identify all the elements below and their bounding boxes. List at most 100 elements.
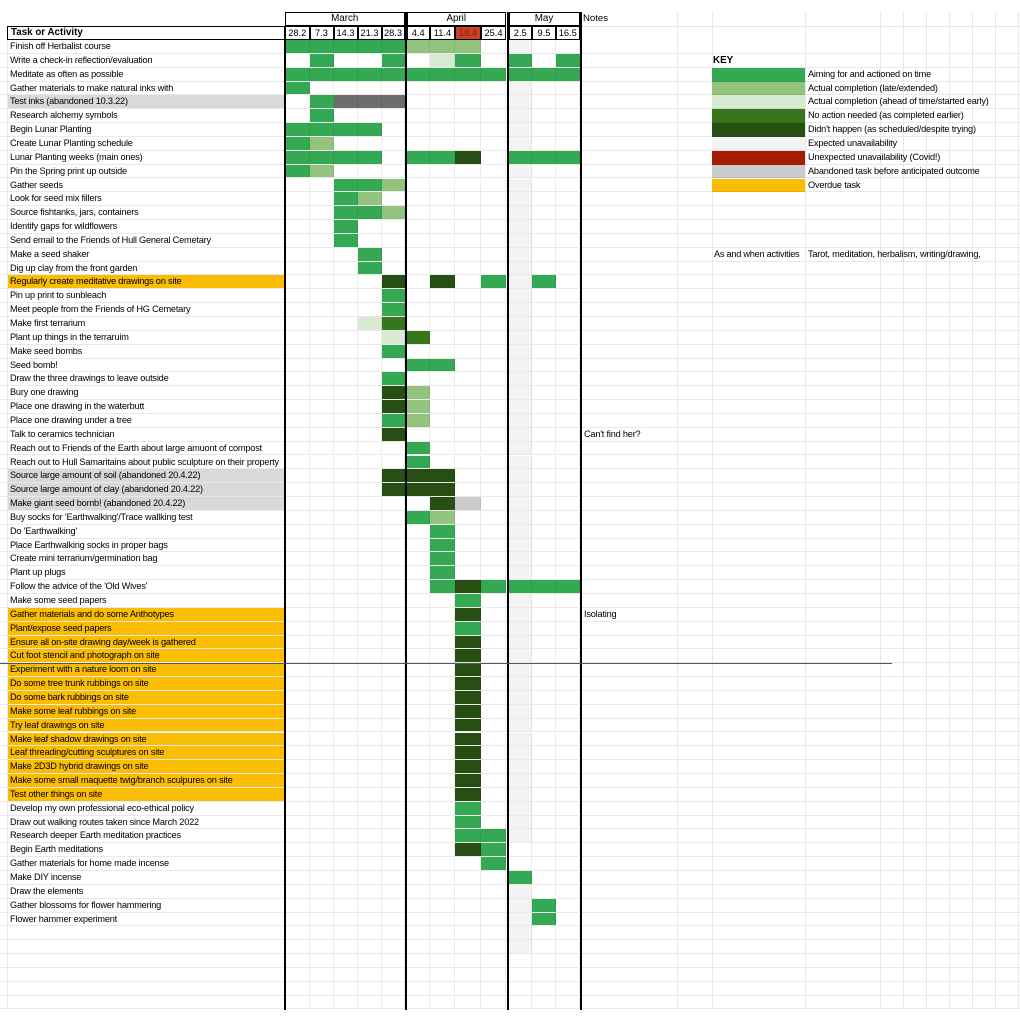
cell-7.3[interactable]	[310, 497, 334, 510]
cell-4.4[interactable]	[406, 469, 430, 483]
cell-2.5[interactable]	[509, 954, 532, 967]
cell-25.4[interactable]	[481, 303, 506, 316]
cell-4.4[interactable]	[407, 954, 430, 967]
cell-18.4[interactable]	[455, 760, 481, 774]
cell-28.2[interactable]	[285, 746, 310, 760]
cell-21.3[interactable]	[358, 524, 382, 538]
cell-16.5[interactable]	[556, 760, 580, 774]
cell-9.5[interactable]	[532, 413, 556, 427]
cell-2.5[interactable]	[509, 995, 532, 1009]
cell-21.3[interactable]	[358, 898, 382, 912]
cell-4.4[interactable]	[407, 192, 430, 206]
cell-14.3[interactable]	[334, 760, 358, 774]
cell-11.4[interactable]	[430, 344, 455, 358]
task-label[interactable]: Source large amount of clay (abandoned 2…	[7, 483, 284, 497]
cell-21.3[interactable]	[358, 607, 382, 621]
cell-18.4[interactable]	[455, 774, 481, 787]
cell-28.3[interactable]	[381, 178, 405, 192]
cell-7.3[interactable]	[310, 220, 334, 233]
cell-7.3[interactable]	[310, 510, 334, 524]
cell-28.2[interactable]	[285, 580, 310, 593]
cell-4.4[interactable]	[407, 732, 430, 746]
cell-18.4[interactable]	[455, 95, 481, 109]
cell-16.5[interactable]	[556, 718, 580, 732]
cell-9.5[interactable]	[532, 261, 556, 275]
cell-9.5[interactable]	[532, 704, 556, 718]
cell-11.4[interactable]	[430, 940, 455, 954]
cell-28.3[interactable]	[382, 247, 405, 261]
cell-18.4[interactable]	[455, 386, 481, 400]
cell-25.4[interactable]	[481, 178, 506, 192]
cell-18.4[interactable]	[455, 150, 481, 164]
task-label[interactable]: Dig up clay from the front garden	[10, 262, 138, 273]
cell-14.3[interactable]	[334, 344, 358, 358]
cell-21.3[interactable]	[358, 400, 382, 413]
cell-7.3[interactable]	[309, 95, 334, 109]
cell-16.5[interactable]	[556, 150, 580, 164]
cell-11.4[interactable]	[430, 247, 455, 261]
cell-7.3[interactable]	[310, 967, 334, 981]
cell-11.4[interactable]	[430, 704, 455, 718]
cell-4.4[interactable]	[407, 275, 430, 289]
cell-28.3[interactable]	[382, 871, 405, 884]
cell-28.2[interactable]	[285, 81, 310, 95]
task-label[interactable]: Test inks (abandoned 10.3.22)	[7, 95, 284, 109]
cell-21.3[interactable]	[358, 829, 382, 843]
cell-28.2[interactable]	[285, 455, 310, 469]
cell-28.2[interactable]	[285, 732, 310, 746]
task-label[interactable]: Finish off Herbalist course	[10, 41, 111, 51]
cell-21.3[interactable]	[358, 136, 382, 150]
cell-14.3[interactable]	[334, 981, 358, 995]
cell-2.5[interactable]	[508, 677, 532, 690]
cell-7.3[interactable]	[310, 483, 334, 497]
cell-18.4[interactable]	[455, 413, 481, 427]
cell-7.3[interactable]	[310, 829, 334, 843]
cell-18.4[interactable]	[455, 303, 481, 316]
cell-14.3[interactable]	[334, 109, 358, 123]
cell-25.4[interactable]	[481, 981, 506, 995]
cell-28.2[interactable]	[285, 967, 310, 981]
cell-11.4[interactable]	[430, 192, 455, 206]
cell-11.4[interactable]	[430, 386, 455, 400]
cell-14.3[interactable]	[334, 746, 358, 760]
cell-28.2[interactable]	[285, 690, 310, 704]
task-label[interactable]: Research deeper Earth meditation practic…	[10, 830, 181, 841]
cell-4.4[interactable]	[406, 150, 430, 164]
cell-21.3[interactable]	[358, 995, 382, 1009]
cell-21.3[interactable]	[358, 967, 382, 981]
cell-28.3[interactable]	[382, 552, 405, 566]
cell-11.4[interactable]	[430, 912, 455, 926]
cell-2.5[interactable]	[508, 552, 532, 566]
key-swatch-A[interactable]	[712, 164, 805, 179]
cell-4.4[interactable]	[407, 621, 430, 635]
cell-28.2[interactable]	[285, 220, 310, 233]
cell-21.3[interactable]	[358, 912, 382, 926]
cell-21.3[interactable]	[358, 53, 382, 67]
cell-14.3[interactable]	[334, 787, 358, 801]
cell-2.5[interactable]	[508, 413, 532, 427]
cell-18.4[interactable]	[455, 857, 481, 870]
cell-11.4[interactable]	[430, 441, 455, 455]
cell-21.3[interactable]	[358, 926, 382, 940]
cell-7.3[interactable]	[310, 690, 334, 704]
cell-21.3[interactable]	[358, 621, 382, 635]
cell-25.4[interactable]	[481, 136, 506, 150]
cell-16.5[interactable]	[556, 400, 580, 413]
cell-2.5[interactable]	[508, 718, 532, 732]
cell-16.5[interactable]	[556, 580, 580, 593]
cell-4.4[interactable]	[407, 995, 430, 1009]
cell-28.3[interactable]	[382, 109, 405, 123]
cell-9.5[interactable]	[532, 552, 556, 566]
cell-2.5[interactable]	[508, 690, 532, 704]
cell-25.4[interactable]	[481, 635, 506, 649]
cell-16.5[interactable]	[556, 663, 580, 677]
cell-11.4[interactable]	[430, 871, 455, 884]
cell-28.2[interactable]	[285, 829, 310, 843]
cell-18.4[interactable]	[455, 815, 481, 829]
cell-28.2[interactable]	[285, 774, 310, 787]
cell-9.5[interactable]	[532, 247, 556, 261]
task-label[interactable]: Cut foot stencil and photograph on site	[7, 649, 284, 663]
key-swatch-F[interactable]	[712, 109, 805, 124]
cell-9.5[interactable]	[532, 580, 556, 593]
cell-4.4[interactable]	[407, 649, 430, 663]
